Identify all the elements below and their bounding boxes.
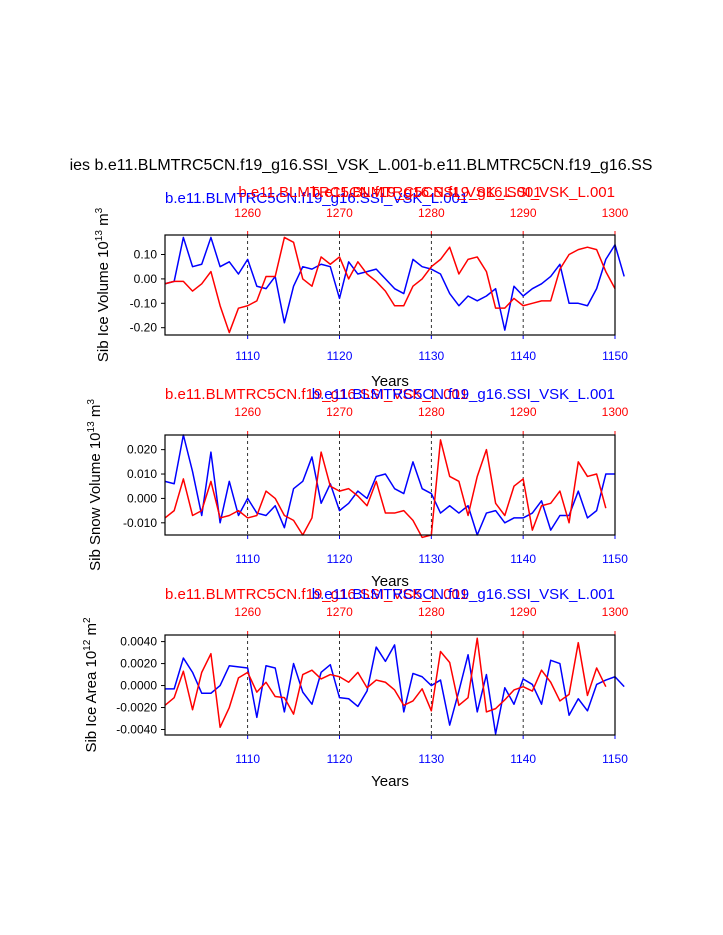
top-tick-label-1270: 1270 bbox=[326, 605, 353, 619]
y-axis-label-part-1: Sib Snow Volume 10 bbox=[87, 432, 104, 570]
bottom-tick-label-1150: 1150 bbox=[602, 552, 628, 566]
top-tick-label-1290: 1290 bbox=[510, 605, 537, 619]
series-red-line bbox=[164, 637, 607, 729]
bottom-tick-label-1140: 1140 bbox=[510, 349, 536, 363]
y-axis-label-part-4: 3 bbox=[94, 207, 105, 213]
legend-3: b.e11.BLMTRC5CN.f19_g16.SSI_VSK_L.001 bbox=[238, 184, 541, 201]
plot-frame bbox=[164, 434, 616, 536]
panels-group: b.e11.BLMTRC5CN.f19_g16.SSI_VSK_L.001b.e… bbox=[82, 184, 629, 790]
bottom-tick-label-1110: 1110 bbox=[235, 752, 260, 766]
legend-2: b.e11.BLMTRC5CN.f19_g16.SSI_VSK_L.001 bbox=[312, 586, 615, 603]
x-axis-label: Years bbox=[371, 573, 409, 590]
y-axis-label: Sib Snow Volume 1013 m3 bbox=[86, 399, 104, 571]
plot-frame bbox=[164, 634, 616, 736]
y-axis-label-part-2: 12 bbox=[82, 639, 93, 651]
top-tick-label-1300: 1300 bbox=[602, 605, 629, 619]
y-axis-label: Sib Ice Area 1012 m2 bbox=[82, 617, 100, 753]
top-tick-label-1280: 1280 bbox=[418, 405, 445, 419]
series-blue-line bbox=[164, 236, 625, 331]
y-axis-label-part-1: Sib Ice Area 10 bbox=[83, 651, 100, 753]
legend-1: b.e11.BLMTRC5CN.f19_g16.SSI_VSK_L.001 bbox=[165, 386, 468, 403]
x-axis-label: Years bbox=[371, 773, 409, 790]
y-tick-label-3: 0.020 bbox=[127, 443, 157, 457]
y-tick-label-2: 0.010 bbox=[127, 467, 157, 481]
bottom-tick-label-1130: 1130 bbox=[418, 349, 444, 363]
bottom-tick-label-1110: 1110 bbox=[235, 349, 260, 363]
top-tick-label-1280: 1280 bbox=[418, 206, 445, 220]
top-tick-label-1270: 1270 bbox=[326, 206, 353, 220]
top-tick-label-1260: 1260 bbox=[234, 206, 261, 220]
y-axis-label-part-2: 13 bbox=[86, 421, 97, 433]
series-red-line bbox=[164, 236, 616, 334]
y-axis-label-part-3: m bbox=[87, 405, 104, 422]
bottom-tick-label-1120: 1120 bbox=[327, 752, 353, 766]
legend-2: b.e11.BLMTRC5CN.f19_g16.SSI_VSK_L.001 bbox=[312, 386, 615, 403]
bottom-tick-label-1130: 1130 bbox=[418, 552, 444, 566]
panel-2: b.e11.BLMTRC5CN.f19_g16.SSI_VSK_L.001b.e… bbox=[86, 386, 629, 590]
y-axis-label-part-1: Sib Ice Volume 10 bbox=[95, 241, 112, 362]
y-axis-label-part-3: m bbox=[95, 213, 112, 230]
y-tick-label-0: -0.20 bbox=[130, 321, 158, 335]
bottom-tick-label-1110: 1110 bbox=[235, 552, 260, 566]
y-axis-label-part-4: 2 bbox=[82, 617, 93, 623]
figure-title: ies b.e11.BLMTRC5CN.f19_g16.SSI_VSK_L.00… bbox=[70, 157, 653, 174]
top-tick-label-1290: 1290 bbox=[510, 405, 537, 419]
top-tick-label-1290: 1290 bbox=[510, 206, 537, 220]
bottom-tick-label-1130: 1130 bbox=[418, 752, 444, 766]
y-axis-label-part-2: 13 bbox=[94, 230, 105, 242]
y-tick-label-2: 0.0000 bbox=[120, 679, 157, 693]
legend-1: b.e11.BLMTRC5CN.f19_g16.SSI_VSK_L.001 bbox=[165, 586, 468, 603]
plot-frame bbox=[164, 234, 616, 336]
x-axis-label: Years bbox=[371, 373, 409, 390]
top-tick-label-1300: 1300 bbox=[602, 405, 629, 419]
top-tick-label-1260: 1260 bbox=[234, 405, 261, 419]
y-tick-label-1: 0.000 bbox=[127, 491, 157, 505]
y-axis-label: Sib Ice Volume 1013 m3 bbox=[94, 207, 112, 362]
bottom-tick-label-1150: 1150 bbox=[602, 349, 628, 363]
y-axis-label-part-3: m bbox=[83, 623, 100, 640]
y-tick-label-3: 0.0020 bbox=[120, 657, 157, 671]
y-tick-label-4: 0.0040 bbox=[120, 635, 157, 649]
y-tick-label-1: -0.0020 bbox=[116, 701, 157, 715]
bottom-tick-label-1140: 1140 bbox=[510, 552, 536, 566]
y-tick-label-1: -0.10 bbox=[130, 296, 158, 310]
series-blue-line bbox=[165, 644, 625, 735]
top-tick-label-1280: 1280 bbox=[418, 605, 445, 619]
top-tick-label-1260: 1260 bbox=[234, 605, 261, 619]
legend-2: b.e11.BLMTRC5CN.f19_g16.SSI_VSK_L.001 bbox=[312, 184, 615, 201]
bottom-tick-label-1120: 1120 bbox=[327, 349, 353, 363]
top-tick-label-1300: 1300 bbox=[602, 206, 629, 220]
panel-3: b.e11.BLMTRC5CN.f19_g16.SSI_VSK_L.001b.e… bbox=[82, 586, 629, 790]
bottom-tick-label-1120: 1120 bbox=[327, 552, 353, 566]
y-tick-label-3: 0.10 bbox=[134, 248, 158, 262]
y-axis-label-part-4: 3 bbox=[86, 399, 97, 405]
y-tick-label-0: -0.0040 bbox=[116, 723, 157, 737]
y-tick-label-2: 0.00 bbox=[134, 272, 158, 286]
series-red-line bbox=[164, 439, 607, 539]
bottom-tick-label-1140: 1140 bbox=[510, 752, 536, 766]
top-tick-label-1270: 1270 bbox=[326, 405, 353, 419]
y-tick-label-0: -0.010 bbox=[123, 516, 157, 530]
series-blue-line bbox=[164, 434, 615, 536]
bottom-tick-label-1150: 1150 bbox=[602, 752, 628, 766]
panel-1: b.e11.BLMTRC5CN.f19_g16.SSI_VSK_L.001b.e… bbox=[94, 184, 629, 390]
legend-1: b.e11.BLMTRC5CN.f19_g16.SSI_VSK_L.001 bbox=[165, 190, 468, 207]
